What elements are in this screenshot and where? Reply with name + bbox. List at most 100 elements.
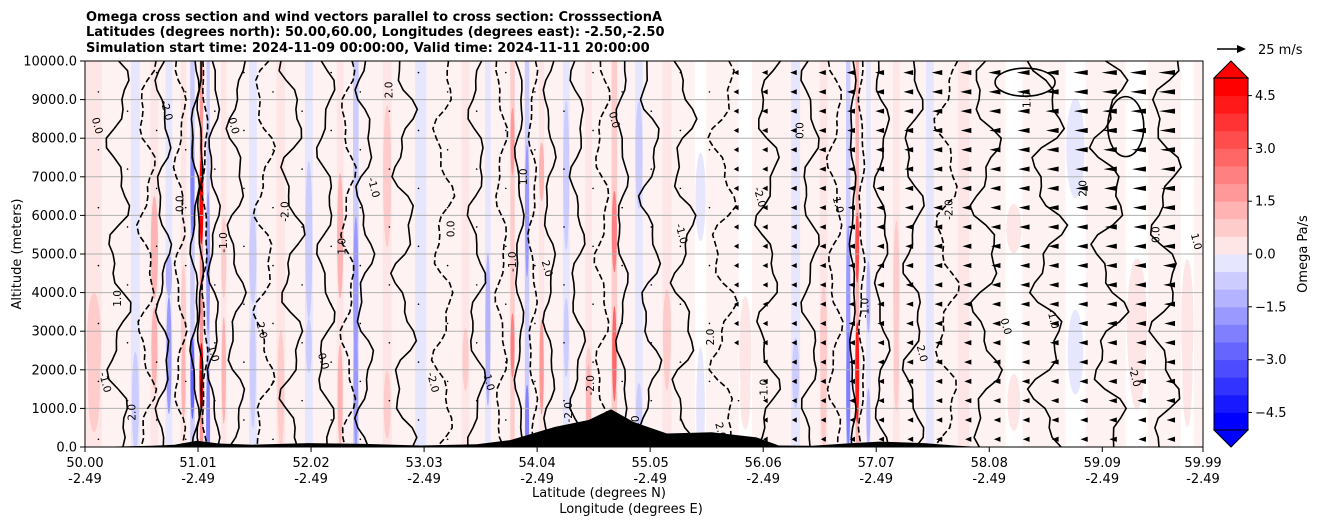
wind-vector — [1163, 301, 1176, 307]
wind-vector — [904, 166, 914, 172]
wind-vector — [679, 129, 682, 132]
contour-label: 0.0 — [89, 116, 105, 135]
wind-vector — [1050, 359, 1059, 365]
wind-vector — [1048, 243, 1059, 249]
wind-vector — [1051, 436, 1059, 442]
wind-vector — [1166, 417, 1176, 423]
wind-vector — [761, 89, 768, 95]
wind-vector — [1108, 378, 1117, 384]
wind-vector — [301, 399, 303, 402]
wind-vector — [563, 341, 565, 344]
colorbar-segment — [1214, 201, 1248, 220]
wind-vector — [762, 282, 768, 288]
wind-vector — [708, 148, 711, 151]
wind-vector — [819, 205, 826, 211]
omega-cell — [695, 152, 706, 242]
wind-vector — [992, 359, 1001, 365]
y-tick-label: 4000.0 — [32, 286, 78, 301]
wind-vector — [790, 205, 797, 211]
wind-vector — [1162, 262, 1176, 269]
wind-vector — [1137, 398, 1146, 404]
wind-vector — [932, 108, 943, 114]
y-tick-label: 2000.0 — [32, 363, 78, 378]
wind-vector — [905, 262, 914, 269]
wind-vector — [534, 91, 536, 93]
wind-vector — [846, 69, 855, 76]
wind-vector — [933, 185, 943, 191]
wind-vector — [906, 340, 914, 346]
wind-vector — [906, 398, 914, 404]
wind-vector — [1017, 108, 1030, 114]
wind-vector — [388, 399, 391, 402]
contour-label: 0.0 — [225, 116, 241, 135]
wind-vector — [272, 91, 274, 93]
wind-vector — [1046, 147, 1059, 153]
plot-area: 0.0 1.0 -1.0 2.0 -2.0 0.0 1.0 -1.0 2.0 -2.0 0.0 1.0… — [85, 61, 1203, 447]
wind-vector — [359, 438, 362, 441]
colorbar-segment — [1214, 236, 1248, 255]
wind-vector — [1049, 320, 1059, 327]
colorbar-tick-label: −3.0 — [1255, 353, 1287, 368]
wind-vector — [1021, 378, 1030, 384]
wind-vector — [962, 243, 972, 249]
wind-vector — [1133, 224, 1146, 230]
wind-vector — [97, 206, 100, 209]
wind-vector — [988, 89, 1001, 95]
wind-vector — [903, 108, 914, 114]
wind-vector — [534, 322, 536, 325]
contour-line — [200, 61, 209, 447]
wind-vector — [791, 320, 797, 327]
contour-label: -1.0 — [507, 251, 519, 272]
wind-vector — [847, 147, 855, 153]
contour-label: 1.0 — [337, 238, 349, 255]
wind-vector — [1134, 282, 1146, 288]
omega-cell — [855, 212, 860, 283]
wind-vector — [991, 301, 1001, 307]
wind-vector — [1130, 108, 1146, 114]
wind-vector — [903, 89, 914, 95]
wind-vector — [791, 301, 797, 307]
wind-vector — [359, 264, 362, 267]
wind-vector — [1162, 243, 1176, 249]
wind-vector — [214, 284, 216, 286]
wind-vector — [301, 284, 303, 286]
wind-vector — [961, 185, 972, 191]
wind-vector — [272, 206, 274, 209]
wind-vector — [1106, 301, 1117, 307]
colorbar-segment — [1214, 113, 1248, 132]
x-tick-label-longitude: -2.49 — [520, 472, 554, 487]
wind-vector — [907, 436, 914, 442]
contour-label: 2.0 — [914, 344, 930, 363]
wind-vector — [1077, 282, 1088, 288]
wind-vector — [1017, 147, 1030, 153]
omega-cell — [1067, 309, 1084, 395]
wind-vector — [875, 147, 885, 153]
wind-vector — [878, 417, 885, 423]
omega-cell — [353, 324, 358, 447]
wind-vector — [1109, 436, 1117, 442]
wind-vector — [126, 226, 129, 228]
wind-vector — [988, 108, 1001, 114]
contour-label: 0.0 — [445, 221, 457, 238]
wind-vector — [847, 224, 855, 230]
contour-line — [969, 61, 1004, 447]
wind-vector — [847, 108, 855, 114]
wind-vector — [504, 361, 507, 363]
wind-vector — [650, 226, 653, 228]
wind-vector — [876, 224, 885, 230]
wind-vector — [733, 205, 739, 211]
wind-vector — [272, 148, 274, 151]
wind-vector — [1078, 359, 1088, 365]
omega-cell — [221, 317, 226, 424]
wind-vector — [819, 301, 826, 307]
wind-vector — [475, 168, 478, 170]
contour-label: -1.0 — [673, 222, 690, 245]
wind-vector — [877, 378, 885, 384]
wind-vector — [214, 168, 216, 170]
wind-vector — [791, 359, 797, 365]
wind-vector — [960, 108, 972, 114]
wind-vector — [733, 127, 739, 134]
omega-cell — [525, 145, 530, 277]
contour-line — [315, 61, 336, 447]
wind-vector — [849, 398, 855, 404]
